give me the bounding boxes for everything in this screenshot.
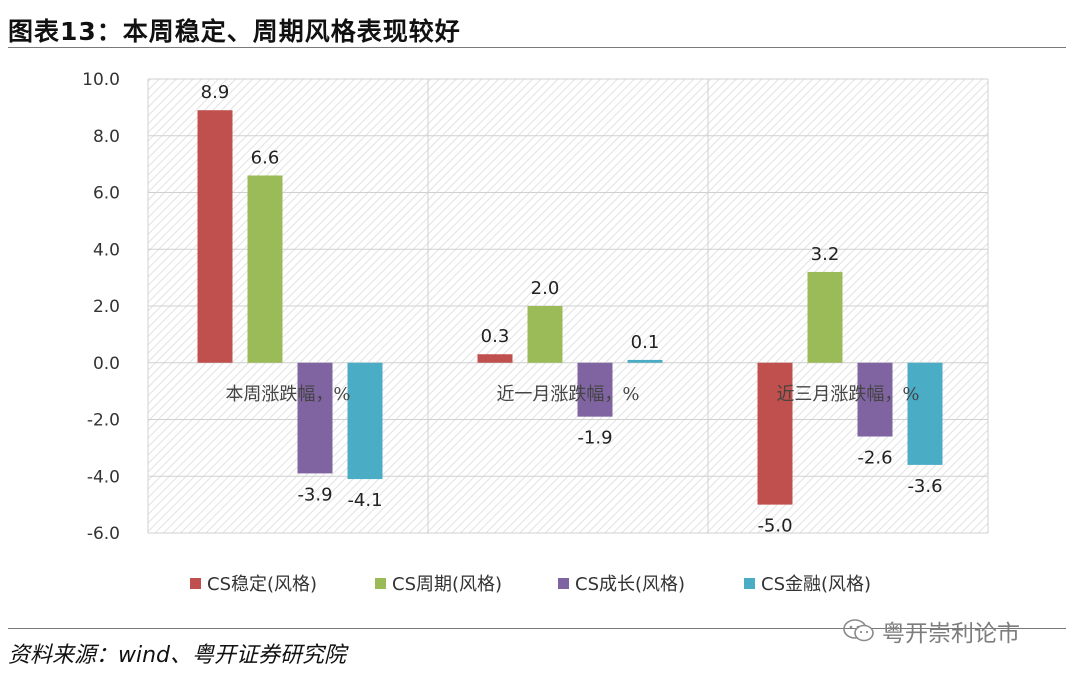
data-label: 0.1 [631,332,660,353]
data-label: -3.9 [297,484,332,505]
bar [527,306,563,363]
y-tick-label: -2.0 [87,411,120,431]
data-label: -2.6 [857,448,892,469]
bar [197,110,233,363]
legend-swatch [375,578,386,589]
y-tick-label: -4.0 [87,467,120,487]
category-label: 近三月涨跌幅，% [776,384,919,405]
footer-divider [8,628,1066,629]
legend-label: CS成长(风格) [575,574,685,595]
bar [757,362,793,505]
chart-title: 图表13：本周稳定、周期风格表现较好 [8,17,461,46]
title-divider [8,47,1066,48]
watermark-text: 粤开崇利论市 [882,621,1020,647]
data-label: -4.1 [347,490,382,511]
data-label: -3.6 [907,476,942,497]
source-note: 资料来源：wind、粤开证券研究院 [8,643,347,668]
data-label: 0.3 [481,326,510,347]
bar [477,354,513,363]
legend-swatch [558,578,569,589]
y-tick-label: 8.0 [93,127,120,147]
bar [577,362,613,417]
bar [807,271,843,363]
y-tick-label: 0.0 [93,354,120,374]
y-tick-label: 6.0 [93,184,120,204]
legend-swatch [744,578,755,589]
y-tick-label: -6.0 [87,524,120,544]
watermark: 粤开崇利论市 [842,614,1020,648]
bar [907,362,943,465]
wechat-icon [843,619,874,642]
bar [247,175,283,363]
bar [347,362,383,480]
y-tick-label: 4.0 [93,240,120,260]
data-label: 3.2 [811,244,840,265]
data-label: -5.0 [757,516,792,537]
data-label: 2.0 [531,278,560,299]
bar [297,362,333,474]
category-label: 本周涨跌幅，% [225,384,350,405]
y-tick-label: 2.0 [93,297,120,317]
legend-swatch [190,578,201,589]
legend-label: CS金融(风格) [761,574,871,595]
data-label: 6.6 [251,147,280,168]
legend-label: CS稳定(风格) [207,574,317,595]
data-label: -1.9 [577,428,612,449]
y-tick-label: 10.0 [82,70,120,90]
bar-chart: 10.0 8.0 6.0 4.0 2.0 0.0 -2.0 -4.0 -6.0 本周涨跌幅，% 近… [82,70,989,595]
data-label: 8.9 [201,82,230,103]
category-label: 近一月涨跌幅，% [496,384,639,405]
bar [627,359,663,363]
legend-label: CS周期(风格) [392,574,502,595]
bar [857,362,893,437]
